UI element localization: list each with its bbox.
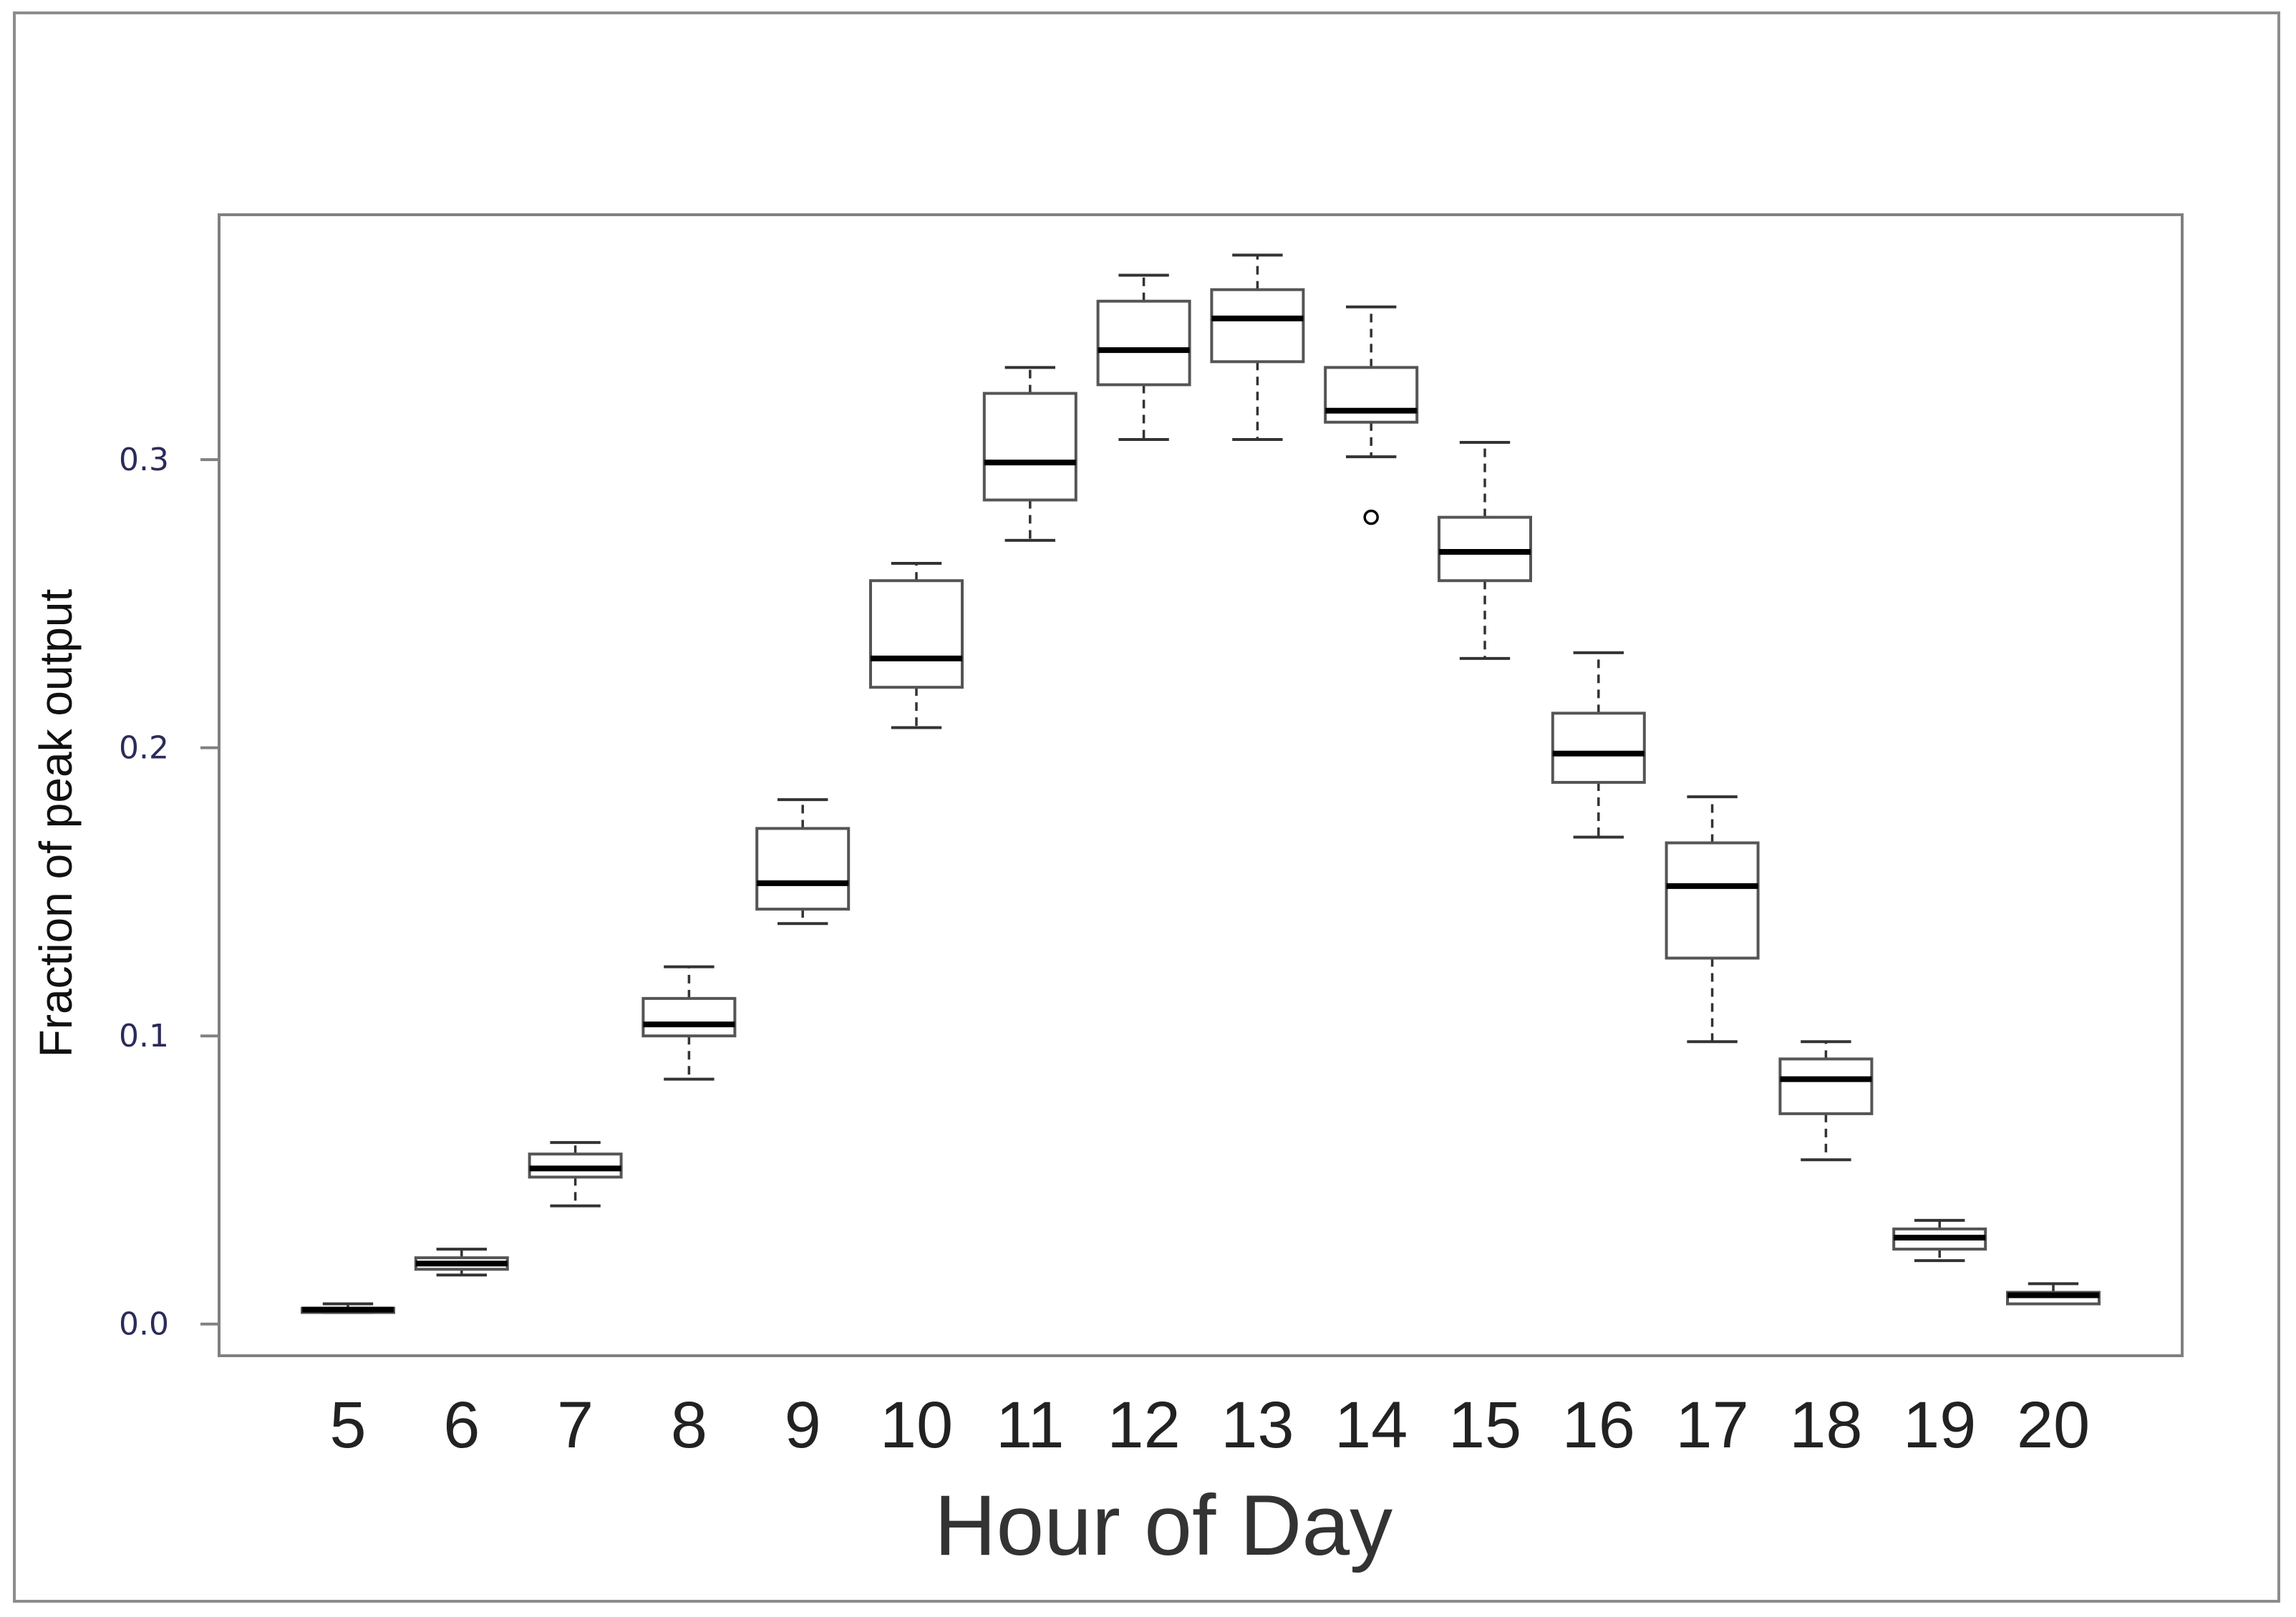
iqr-box: [1551, 712, 1646, 784]
y-tick-label: 0.3: [119, 442, 169, 478]
x-tick-label: 10: [880, 1389, 953, 1462]
box-hour-8: [641, 965, 737, 1081]
box-hour-18: [1778, 1040, 1874, 1162]
x-tick-label: 6: [443, 1389, 480, 1462]
x-tick-label: 19: [1903, 1389, 1976, 1462]
box-hour-19: [1892, 1218, 1987, 1263]
x-tick-label: 7: [557, 1389, 594, 1462]
box-hour-7: [528, 1141, 623, 1208]
x-tick-label: 13: [1221, 1389, 1294, 1462]
iqr-box: [869, 579, 964, 689]
box-hour-17: [1665, 795, 1760, 1044]
x-tick-label: 11: [996, 1389, 1065, 1462]
iqr-box: [1096, 299, 1191, 387]
iqr-box: [1665, 841, 1760, 960]
box-hour-6: [414, 1248, 509, 1277]
iqr-box: [641, 996, 737, 1038]
x-tick-label: 12: [1107, 1389, 1180, 1462]
iqr-box: [1324, 366, 1419, 424]
x-tick-label: 15: [1448, 1389, 1521, 1462]
iqr-box: [1778, 1057, 1874, 1115]
y-tick-label: 0.2: [119, 730, 169, 767]
iqr-box: [1438, 515, 1532, 583]
box-hour-15: [1438, 440, 1532, 660]
iqr-box: [755, 827, 851, 911]
box-hour-9: [755, 798, 851, 926]
x-axis-label: Hour of Day: [934, 1477, 1392, 1573]
iqr-box: [982, 392, 1077, 502]
iqr-box: [528, 1152, 623, 1179]
x-tick-label: 16: [1562, 1389, 1635, 1462]
outlier-point: [1363, 509, 1379, 525]
y-tick-label: 0.1: [119, 1018, 169, 1054]
x-tick-label: 17: [1675, 1389, 1748, 1462]
x-tick-label: 14: [1335, 1389, 1408, 1462]
x-tick-label: 18: [1789, 1389, 1862, 1462]
iqr-box: [1210, 288, 1305, 364]
box-hour-12: [1096, 273, 1191, 441]
x-axis: 5 6 7 8 9 10 11 12 13 14 15 16 17 18 19 20: [329, 1389, 2090, 1462]
boxes-group: [301, 253, 2101, 1314]
y-axis-label: Fraction of peak output: [30, 588, 82, 1057]
y-axis: 0.0 0.1 0.2 0.3: [119, 442, 219, 1343]
box-hour-10: [869, 562, 964, 729]
plot-area: [218, 213, 2184, 1357]
box-hour-16: [1551, 651, 1646, 839]
x-tick-label: 20: [2017, 1389, 2090, 1462]
box-hour-13: [1210, 253, 1305, 441]
x-tick-label: 5: [329, 1389, 366, 1462]
box-hour-14: [1324, 305, 1419, 525]
x-tick-label: 8: [671, 1389, 707, 1462]
y-tick-label: 0.0: [119, 1306, 169, 1343]
box-hour-11: [982, 366, 1077, 542]
x-tick-label: 9: [785, 1389, 821, 1462]
box-hour-5: [301, 1302, 395, 1314]
box-hour-20: [2006, 1282, 2101, 1306]
